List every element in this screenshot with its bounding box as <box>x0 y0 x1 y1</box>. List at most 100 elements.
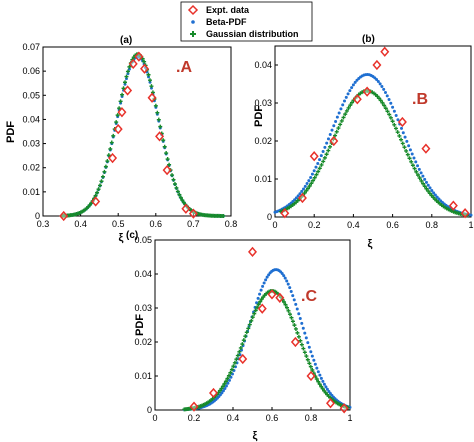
gaussian-point <box>217 388 222 393</box>
gaussian-point <box>247 322 252 327</box>
expt-data-point <box>147 92 157 103</box>
gaussian-point <box>304 188 309 193</box>
beta-pdf-point <box>306 341 310 345</box>
gaussian-point <box>382 103 387 108</box>
gaussian-point <box>316 169 321 174</box>
legend-label-beta: Beta-PDF <box>206 17 247 27</box>
beta-pdf-point <box>300 189 304 193</box>
beta-pdf-point <box>314 165 318 169</box>
beta-pdf-point <box>223 386 227 390</box>
beta-pdf-point <box>259 288 263 292</box>
gaussian-point <box>314 172 319 177</box>
gaussian-point <box>427 191 432 196</box>
beta-pdf-point <box>405 139 409 143</box>
beta-pdf-point <box>380 84 384 88</box>
beta-pdf-point <box>337 111 341 115</box>
beta-pdf-point <box>283 276 287 280</box>
beta-pdf-point <box>417 167 421 171</box>
beta-pdf-point <box>421 174 425 178</box>
gaussian-point <box>161 138 166 143</box>
y-tick-label: 0 <box>147 405 152 415</box>
gaussian-point <box>333 133 338 138</box>
beta-pdf-point <box>424 180 428 184</box>
expt-data-point <box>352 94 362 105</box>
beta-pdf-point <box>330 128 334 132</box>
gaussian-point <box>377 96 382 101</box>
expt-data-point <box>140 63 150 74</box>
gaussian-point <box>392 122 397 127</box>
gaussian-point <box>147 78 152 83</box>
beta-pdf-point <box>342 99 346 103</box>
y-tick-label: 0 <box>35 211 40 221</box>
expt-data-point <box>117 107 127 118</box>
panel-b-series <box>273 46 473 219</box>
beta-pdf-point <box>323 145 327 149</box>
gaussian-point <box>244 330 249 335</box>
gaussian-point <box>414 169 419 174</box>
panel-a-ticks: 0.3 0.4 0.5 0.6 0.7 0.8 0 0.01 0.02 0.03 0.04 0.05 0… <box>22 42 237 229</box>
gaussian-point <box>317 166 322 171</box>
gaussian-point <box>178 195 183 200</box>
gaussian-point <box>253 308 258 313</box>
y-tick-label: 0.03 <box>22 139 40 149</box>
beta-pdf-point <box>310 354 314 358</box>
beta-pdf-point <box>400 126 404 130</box>
expt-data-point <box>113 123 123 135</box>
beta-pdf-point <box>304 336 308 340</box>
beta-pdf-point <box>305 182 309 186</box>
panel-c-letter: .C <box>301 288 317 305</box>
expt-data-point <box>275 292 285 303</box>
gaussian-point <box>229 367 234 372</box>
gaussian-point <box>180 198 185 203</box>
x-tick-label: 0.4 <box>227 413 240 423</box>
gaussian-point <box>162 144 167 149</box>
x-tick-label: 0.3 <box>37 219 50 229</box>
beta-pdf-point <box>300 321 304 325</box>
y-tick-label: 0.04 <box>254 60 272 70</box>
beta-pdf-point <box>286 282 290 286</box>
gaussian-point <box>237 349 242 354</box>
beta-pdf-point <box>312 169 316 173</box>
gaussian-point <box>228 370 233 375</box>
beta-pdf-point <box>383 91 387 95</box>
x-tick-label: 0.5 <box>112 219 125 229</box>
gaussian-point <box>349 100 354 105</box>
gaussian-point <box>231 364 236 369</box>
expt-data-point <box>155 131 165 142</box>
y-tick-label: 0.05 <box>22 90 40 100</box>
beta-pdf-point <box>220 391 224 395</box>
gaussian-point <box>241 338 246 343</box>
beta-pdf-point <box>428 186 432 190</box>
gaussian-point <box>234 357 239 362</box>
gaussian-point <box>142 59 147 64</box>
beta-pdf-point <box>325 387 329 391</box>
gaussian-point <box>397 133 402 138</box>
beta-pdf-point <box>258 292 262 296</box>
expt-data-point <box>362 86 372 97</box>
gaussian-point <box>410 163 415 168</box>
gaussian-point <box>111 133 116 138</box>
x-tick-label: 0.6 <box>266 413 279 423</box>
x-tick-label: 0.4 <box>74 219 87 229</box>
gaussian-point <box>419 178 424 183</box>
beta-pdf-point <box>221 389 225 393</box>
gaussian-point <box>238 345 243 350</box>
expt-data-point <box>257 303 267 314</box>
gaussian-point <box>293 326 298 331</box>
beta-pdf-point <box>423 177 427 181</box>
gaussian-point <box>146 72 151 77</box>
expt-data-point <box>162 164 172 176</box>
x-tick-label: 0.8 <box>426 220 439 230</box>
gaussian-point <box>421 181 426 186</box>
gaussian-point <box>220 384 225 389</box>
gaussian-point <box>305 357 310 362</box>
panel-b-ticks: 0 0.2 0.4 0.6 0.8 1 0 0.01 0.02 0.03 0.04 <box>254 45 474 230</box>
y-tick-label: 0.06 <box>22 66 40 76</box>
x-tick-label: 0.6 <box>386 220 399 230</box>
x-tick-label: 0.8 <box>305 413 318 423</box>
beta-pdf-point <box>319 154 323 158</box>
beta-pdf-point <box>288 286 292 290</box>
gaussian-point <box>172 181 177 186</box>
gaussian-point <box>426 189 431 194</box>
beta-pdf-point <box>432 191 436 195</box>
